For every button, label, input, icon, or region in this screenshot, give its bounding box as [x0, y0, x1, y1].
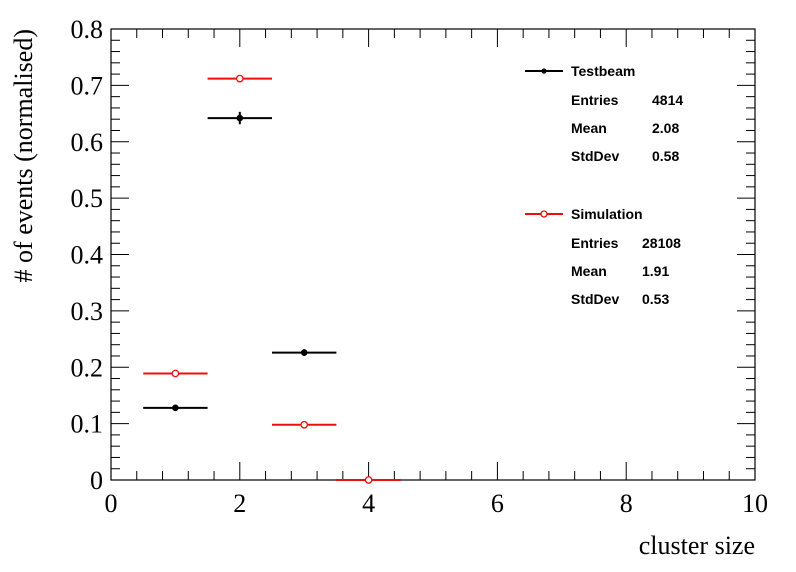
- data-marker: [172, 404, 179, 412]
- y-tick-label: 0.7: [71, 71, 104, 100]
- legend-stat-label: Entries: [571, 235, 619, 251]
- legend-stat-label: Mean: [571, 120, 607, 136]
- testbeam-point: [207, 111, 272, 125]
- x-axis-label: cluster size: [639, 531, 755, 560]
- legend-stat-label: Mean: [571, 263, 607, 279]
- data-marker: [236, 114, 244, 122]
- legend-stat-label: Entries: [571, 92, 619, 108]
- legend-stat-value: 0.53: [642, 291, 669, 307]
- axis-ticks: [110, 28, 756, 481]
- y-tick-label: 0.2: [71, 353, 104, 382]
- x-tick-label: 8: [620, 489, 633, 518]
- legend-stat-value: 4814: [652, 92, 683, 108]
- data-series: [143, 74, 401, 484]
- y-tick-label: 0.8: [71, 15, 104, 44]
- data-marker: [235, 74, 244, 83]
- tick-labels: 0 2 4 6 8 10 0 0.1 0.2 0.3 0.4 0.5 0.6 0.7 0.8: [71, 15, 769, 518]
- x-tick-label: 2: [233, 489, 246, 518]
- x-tick-label: 6: [491, 489, 504, 518]
- legend-simulation: Simulation Entries 28108 Mean 1.91 StdDev 0.53: [525, 206, 681, 307]
- data-marker: [171, 369, 180, 378]
- y-tick-label: 0.6: [71, 128, 104, 157]
- x-tick-label: 4: [362, 489, 375, 518]
- simulation-point: [336, 476, 401, 484]
- y-tick-label: 0.4: [71, 241, 104, 270]
- legend-series-name: Simulation: [571, 206, 643, 222]
- simulation-point: [207, 74, 272, 83]
- y-axis-label: # of events (normalised): [9, 29, 38, 282]
- legend-stat-value: 1.91: [642, 263, 669, 279]
- legend-marker: [540, 210, 548, 218]
- legend-stat-label: StdDev: [571, 148, 619, 164]
- legend-stat-value: 2.08: [652, 120, 679, 136]
- legend: Testbeam Entries 4814 Mean 2.08 StdDev 0.58 Sim…: [525, 63, 683, 307]
- legend-stat-value: 0.58: [652, 148, 679, 164]
- y-tick-label: 0: [90, 466, 103, 495]
- x-tick-label: 0: [105, 489, 118, 518]
- data-marker: [300, 420, 309, 429]
- legend-stat-label: StdDev: [571, 291, 619, 307]
- y-tick-label: 0.1: [71, 410, 104, 439]
- y-tick-label: 0.5: [71, 184, 104, 213]
- testbeam-point: [272, 349, 337, 356]
- series-testbeam: [143, 111, 337, 412]
- x-tick-label: 10: [742, 489, 768, 518]
- simulation-point: [272, 420, 337, 429]
- legend-marker: [541, 68, 547, 74]
- data-marker: [364, 476, 373, 484]
- legend-series-name: Testbeam: [571, 63, 635, 79]
- y-tick-label: 0.3: [71, 297, 104, 326]
- legend-stat-value: 28108: [642, 235, 681, 251]
- legend-testbeam: Testbeam Entries 4814 Mean 2.08 StdDev 0.58: [525, 63, 683, 164]
- simulation-point: [143, 369, 208, 378]
- data-marker: [300, 349, 308, 356]
- testbeam-point: [143, 404, 208, 412]
- series-simulation: [143, 74, 401, 484]
